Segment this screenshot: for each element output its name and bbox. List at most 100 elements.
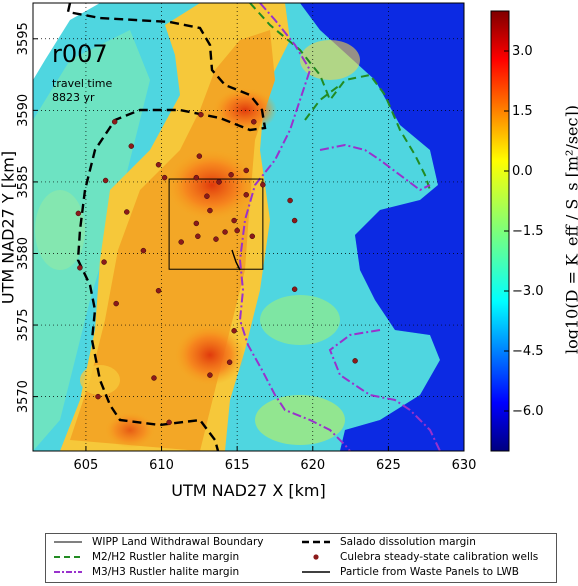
colorbar-ticks: 3.0 1.5 0.0 −1.5 −3.0 −4.5 −6.0 bbox=[504, 44, 544, 419]
y-axis-ticks: 3570 3575 3580 3585 3590 3595 bbox=[16, 22, 38, 413]
well-marker bbox=[75, 210, 82, 217]
plot-frame bbox=[32, 2, 465, 452]
legend-item-particle: Particle from Waste Panels to LWB bbox=[302, 566, 519, 578]
x-tick-label: 620 bbox=[300, 458, 325, 473]
colorbar-label: log10(D = K_eff / S_s [m²/sec]) bbox=[563, 90, 578, 370]
legend-item-m2h2: M2/H2 Rustler halite margin bbox=[54, 551, 239, 563]
well-marker bbox=[249, 233, 256, 240]
well-marker bbox=[234, 227, 240, 234]
well-marker bbox=[102, 177, 109, 184]
legend-label-m2h2: M2/H2 Rustler halite margin bbox=[92, 551, 240, 563]
legend-label-salado: Salado dissolution margin bbox=[340, 536, 476, 548]
x-tick-label: 605 bbox=[74, 458, 99, 473]
legend: WIPP Land Withdrawal Boundary M2/H2 Rust… bbox=[45, 533, 557, 583]
m2h2-margin-line-inner bbox=[304, 84, 341, 121]
calibration-wells bbox=[75, 111, 358, 426]
well-marker bbox=[166, 419, 172, 426]
well-marker bbox=[151, 375, 157, 381]
x-axis-ticks: 605 610 615 620 625 630 bbox=[74, 446, 477, 473]
salado-line-swatch bbox=[302, 540, 330, 544]
well-marker bbox=[196, 153, 203, 159]
well-marker bbox=[287, 197, 293, 204]
legend-item-wells: Culebra steady-state calibration wells bbox=[302, 551, 538, 563]
m2h2-line-swatch bbox=[54, 556, 82, 558]
x-axis-label: UTM NAD27 X [km] bbox=[171, 481, 326, 500]
y-tick-label: 3570 bbox=[16, 380, 31, 413]
legend-label-wipp: WIPP Land Withdrawal Boundary bbox=[92, 536, 264, 548]
well-marker bbox=[198, 111, 204, 118]
well-marker bbox=[204, 193, 210, 199]
well-marker bbox=[193, 174, 200, 181]
travel-time-label: travel time bbox=[52, 77, 113, 90]
colorbar-tick-label: 0.0 bbox=[512, 164, 533, 179]
well-marker bbox=[251, 119, 257, 125]
x-tick-label: 615 bbox=[225, 458, 250, 473]
colorbar-tick-label: −6.0 bbox=[512, 404, 544, 419]
legend-label-particle: Particle from Waste Panels to LWB bbox=[340, 566, 519, 578]
colorbar-tick-label: 1.5 bbox=[512, 104, 533, 119]
m3h3-margin-line bbox=[238, 3, 351, 451]
wipp-land-withdrawal-boundary bbox=[168, 178, 264, 270]
well-marker bbox=[243, 192, 249, 198]
well-marker bbox=[352, 358, 358, 364]
well-marker bbox=[243, 167, 249, 174]
legend-label-wells: Culebra steady-state calibration wells bbox=[340, 551, 539, 563]
colorbar-label-text: log10(D = K_eff / S_s [m²/sec]) bbox=[562, 105, 578, 354]
well-marker bbox=[193, 220, 200, 227]
colorbar-tick-label: −4.5 bbox=[512, 344, 544, 359]
legend-item-wipp: WIPP Land Withdrawal Boundary bbox=[54, 536, 264, 548]
well-marker bbox=[228, 172, 234, 178]
well-marker bbox=[140, 247, 147, 254]
legend-item-m3h3: M3/H3 Rustler halite margin bbox=[54, 566, 239, 578]
x-tick-label: 610 bbox=[149, 458, 174, 473]
y-tick-label: 3580 bbox=[16, 237, 31, 270]
colorbar-tick-label: −3.0 bbox=[512, 284, 544, 299]
legend-item-salado: Salado dissolution margin bbox=[302, 536, 476, 548]
well-marker bbox=[124, 209, 130, 215]
particle-path bbox=[231, 249, 241, 271]
travel-time-value: 8823 yr bbox=[52, 91, 95, 104]
wipp-line-swatch bbox=[54, 541, 82, 543]
y-tick-label: 3575 bbox=[16, 308, 31, 341]
well-marker bbox=[95, 393, 101, 400]
well-marker bbox=[222, 229, 228, 235]
m2h2-margin-line bbox=[249, 3, 431, 191]
colorbar-tick-label: 3.0 bbox=[512, 44, 533, 59]
well-marker bbox=[128, 143, 135, 149]
well-marker bbox=[216, 179, 222, 185]
well-marker bbox=[226, 359, 233, 366]
well-marker bbox=[111, 119, 118, 125]
well-marker bbox=[207, 207, 213, 214]
well-marker bbox=[207, 372, 213, 378]
well-marker bbox=[231, 328, 237, 334]
y-tick-label: 3585 bbox=[16, 165, 31, 198]
diffusivity-field bbox=[33, 3, 464, 451]
well-marker bbox=[77, 265, 83, 271]
y-tick-label: 3595 bbox=[16, 22, 31, 55]
run-id-label: r007 bbox=[52, 40, 108, 68]
legend-label-m3h3: M3/H3 Rustler halite margin bbox=[92, 566, 240, 578]
y-axis-label: UTM NAD27 Y [km] bbox=[0, 150, 18, 305]
colorbar-tick-label: −1.5 bbox=[512, 224, 544, 239]
well-marker bbox=[195, 233, 201, 240]
well-marker bbox=[231, 217, 237, 224]
y-tick-label: 3590 bbox=[16, 94, 31, 127]
m3h3-margin-line-south bbox=[328, 329, 441, 451]
well-marker-swatch bbox=[313, 554, 319, 560]
well-marker bbox=[113, 300, 119, 307]
well-marker bbox=[291, 286, 298, 293]
well-marker bbox=[260, 182, 266, 188]
x-tick-label: 625 bbox=[376, 458, 401, 473]
particle-line-swatch bbox=[302, 571, 330, 573]
well-marker bbox=[213, 236, 219, 242]
well-marker bbox=[178, 239, 184, 245]
well-marker bbox=[101, 259, 107, 265]
well-marker bbox=[155, 161, 162, 168]
salado-margin-line bbox=[66, 3, 267, 451]
well-marker bbox=[155, 287, 162, 294]
map-overlays bbox=[66, 3, 441, 451]
well-marker bbox=[161, 174, 168, 181]
x-tick-label: 630 bbox=[452, 458, 477, 473]
well-marker bbox=[291, 217, 298, 224]
